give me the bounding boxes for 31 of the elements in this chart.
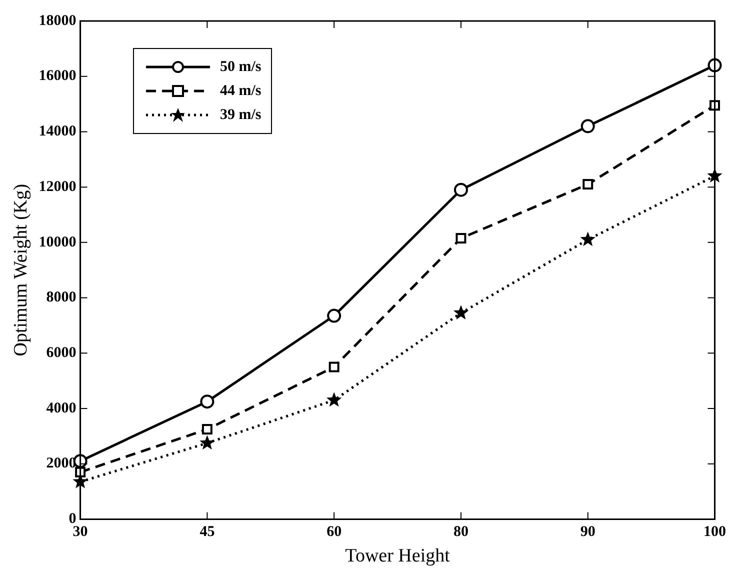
- legend-label: 44 m/s: [220, 82, 262, 100]
- x-tick-label: 100: [704, 524, 726, 540]
- x-tick-label: 45: [200, 524, 215, 540]
- x-axis-title: Tower Height: [345, 546, 451, 567]
- point: [326, 392, 342, 407]
- point: [453, 305, 469, 320]
- y-tick-label: 12000: [38, 178, 76, 195]
- y-tick-label: 18000: [38, 12, 76, 29]
- y-tick-label: 16000: [38, 68, 76, 84]
- legend-label: 39 m/s: [220, 106, 262, 124]
- point: [72, 474, 88, 488]
- point: [582, 179, 594, 190]
- x-tick-label: 90: [580, 524, 596, 540]
- y-axis-title: Optimum Weight (Kg): [10, 184, 32, 356]
- point: [580, 119, 595, 134]
- point: [328, 362, 340, 372]
- point: [456, 233, 466, 244]
- point: [454, 182, 468, 197]
- point: [202, 424, 212, 434]
- point: [580, 232, 596, 246]
- x-tick-label: 60: [326, 524, 342, 540]
- point: [327, 308, 342, 323]
- y-tick-label: 14000: [38, 124, 76, 140]
- point: [200, 435, 215, 450]
- y-tick-label: 8000: [46, 290, 76, 306]
- y-tick-label: 4000: [46, 400, 76, 416]
- y-tick-label: 10000: [38, 234, 76, 250]
- point: [200, 394, 214, 409]
- y-tick-label: 6000: [46, 345, 76, 362]
- legend-label: 50 m/s: [220, 58, 262, 76]
- x-tick-label: 80: [453, 524, 468, 540]
